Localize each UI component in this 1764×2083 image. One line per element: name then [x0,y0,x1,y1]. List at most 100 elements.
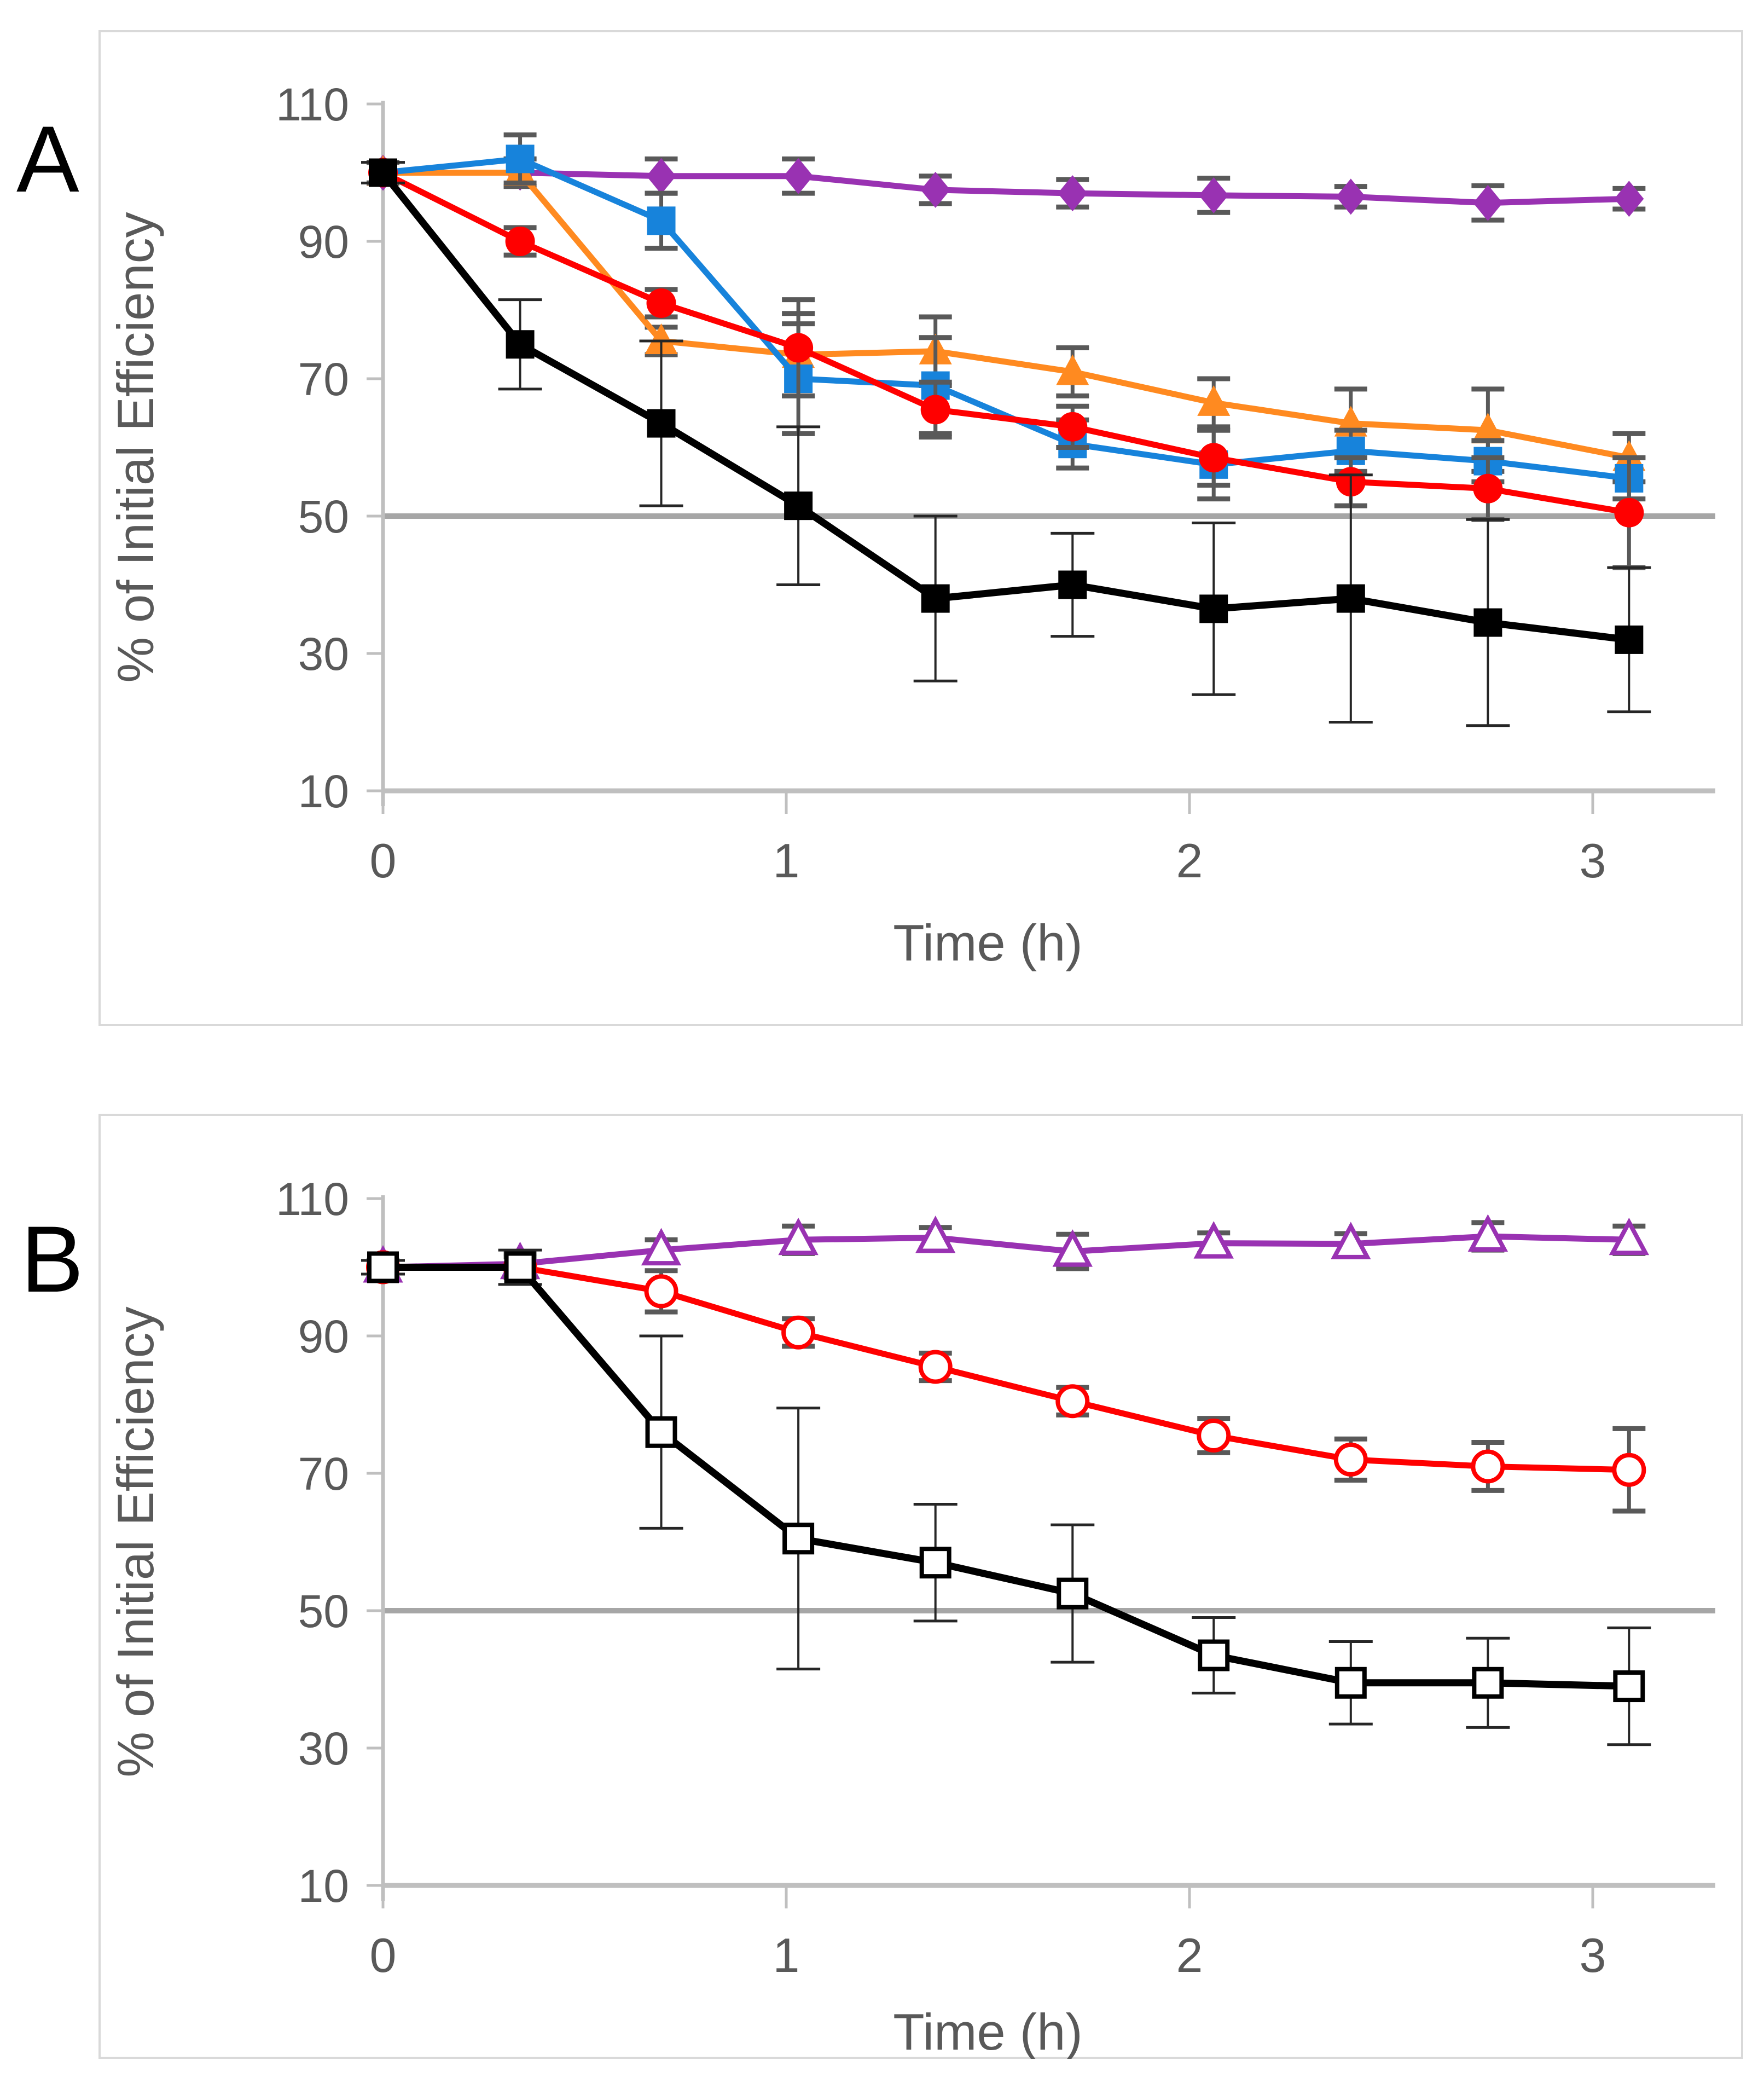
purple-open-triangle-marker [1609,1217,1650,1255]
red-open-circle-marker [1197,1418,1231,1453]
x-tick-label: 2 [1176,834,1203,888]
purple-diamond-line [380,170,1632,206]
black-open-square-marker [1057,1577,1089,1610]
black-square-marker [1615,625,1644,654]
black-open-square-marker [1472,1667,1504,1699]
red-open-circle-line [380,1264,1632,1473]
red-circle-line [380,170,1632,516]
black-square-line [379,169,1633,644]
x-tick-label: 0 [370,834,397,888]
x-axis-title: Time (h) [893,2003,1082,2059]
purple-diamond-marker [1058,175,1088,212]
black-square-marker [1058,570,1087,599]
x-tick-label: 3 [1580,834,1606,888]
red-open-circle-marker [1055,1384,1090,1419]
x-tick-label: 0 [370,1928,397,1982]
black-open-square-marker [504,1251,536,1283]
black-open-square-marker [645,1416,677,1448]
series-purple-diamond [367,154,1646,223]
y-tick-label: 110 [276,79,349,130]
y-tick-label: 30 [298,1723,349,1774]
purple-diamond-marker [1473,184,1503,221]
red-open-circle-marker [781,1315,816,1350]
blue-square-line [380,155,1632,482]
purple-diamond-marker [784,158,814,194]
red-open-circle-marker [1333,1442,1368,1477]
series-red-open-circle [366,1250,1646,1514]
y-tick-label: 50 [298,491,349,542]
purple-diamond-marker [920,171,950,208]
black-square-marker [369,158,397,187]
purple-open-triangle-marker [778,1217,819,1255]
x-tick-label: 2 [1176,1928,1203,1982]
orange-triangle-marker [1197,385,1231,416]
black-open-square-marker [367,1251,399,1283]
red-open-circle-marker [644,1274,678,1309]
purple-diamond-marker [1614,181,1644,217]
y-tick-label: 10 [298,766,349,817]
purple-diamond-marker [1336,178,1366,215]
red-circle-marker [784,333,814,363]
black-square-marker [506,330,535,359]
purple-diamond-marker [646,158,676,194]
purple-diamond-marker [1199,177,1229,213]
black-square-marker [1336,584,1365,613]
series-black-open-square [361,1248,1651,1746]
red-circle-marker [920,395,950,425]
black-open-square-marker [919,1547,951,1579]
black-open-square-marker [1334,1667,1367,1699]
black-open-square-marker [1198,1639,1230,1671]
black-open-square-line [379,1264,1633,1690]
blue-square-marker [506,144,535,173]
black-open-square-marker [782,1523,815,1555]
x-tick-label: 3 [1580,1928,1606,1982]
y-tick-label: 110 [276,1173,349,1225]
orange-triangle-line [380,170,1632,461]
y-tick-label: 50 [298,1586,349,1637]
panel-a-frame [98,30,1743,1026]
series-black-square [361,158,1651,727]
black-square-marker [921,584,950,613]
red-circle-marker [1614,497,1644,528]
panel-a-chart: 110 90 70 50 30 10 0 1 2 3 Time (h) % of Initial Ef… [107,79,1715,971]
x-axis-title: Time (h) [893,914,1082,971]
black-square-marker [647,409,676,438]
y-axis-title: % of Initial Efficiency [107,212,164,682]
y-axis-title: % of Initial Efficiency [107,1306,164,1777]
orange-triangle-marker [1471,413,1505,444]
purple-open-triangle-marker [1052,1229,1093,1267]
panel-a-label: A [16,107,79,212]
purple-open-triangle-marker [641,1228,682,1266]
y-tick-label: 10 [298,1860,349,1912]
x-tick-label: 1 [773,834,800,888]
black-square-marker [1199,594,1228,623]
y-tick-label: 90 [298,1311,349,1362]
blue-square-marker [647,206,676,235]
x-tick-label: 1 [773,1928,800,1982]
red-circle-marker [1058,412,1088,442]
purple-open-triangle-marker [915,1216,956,1253]
orange-triangle-marker [1056,354,1089,385]
red-circle-marker [646,288,676,318]
panel-b-label: B [21,1207,84,1312]
y-tick-label: 90 [298,216,349,268]
red-open-circle-marker [918,1350,953,1384]
y-tick-label: 30 [298,628,349,680]
black-square-marker [1473,608,1502,637]
red-circle-marker [1199,443,1229,473]
red-open-circle-marker [1471,1449,1505,1484]
y-tick-label: 70 [298,354,349,405]
y-tick-label: 70 [298,1448,349,1500]
red-open-circle-marker [1612,1453,1646,1487]
purple-open-triangle-marker [1193,1221,1234,1259]
orange-triangle-marker [645,323,678,354]
purple-open-triangle-marker [1467,1214,1508,1252]
black-open-square-marker [1613,1670,1645,1703]
panel-b-chart: 110 90 70 50 30 10 0 1 2 3 Time (h) % of Initial Ef… [107,1173,1715,2059]
black-square-marker [784,491,813,520]
red-circle-marker [1473,473,1503,504]
red-circle-marker [505,227,535,256]
purple-open-triangle-marker [1331,1222,1371,1259]
purple-open-triangle-line [380,1233,1632,1270]
